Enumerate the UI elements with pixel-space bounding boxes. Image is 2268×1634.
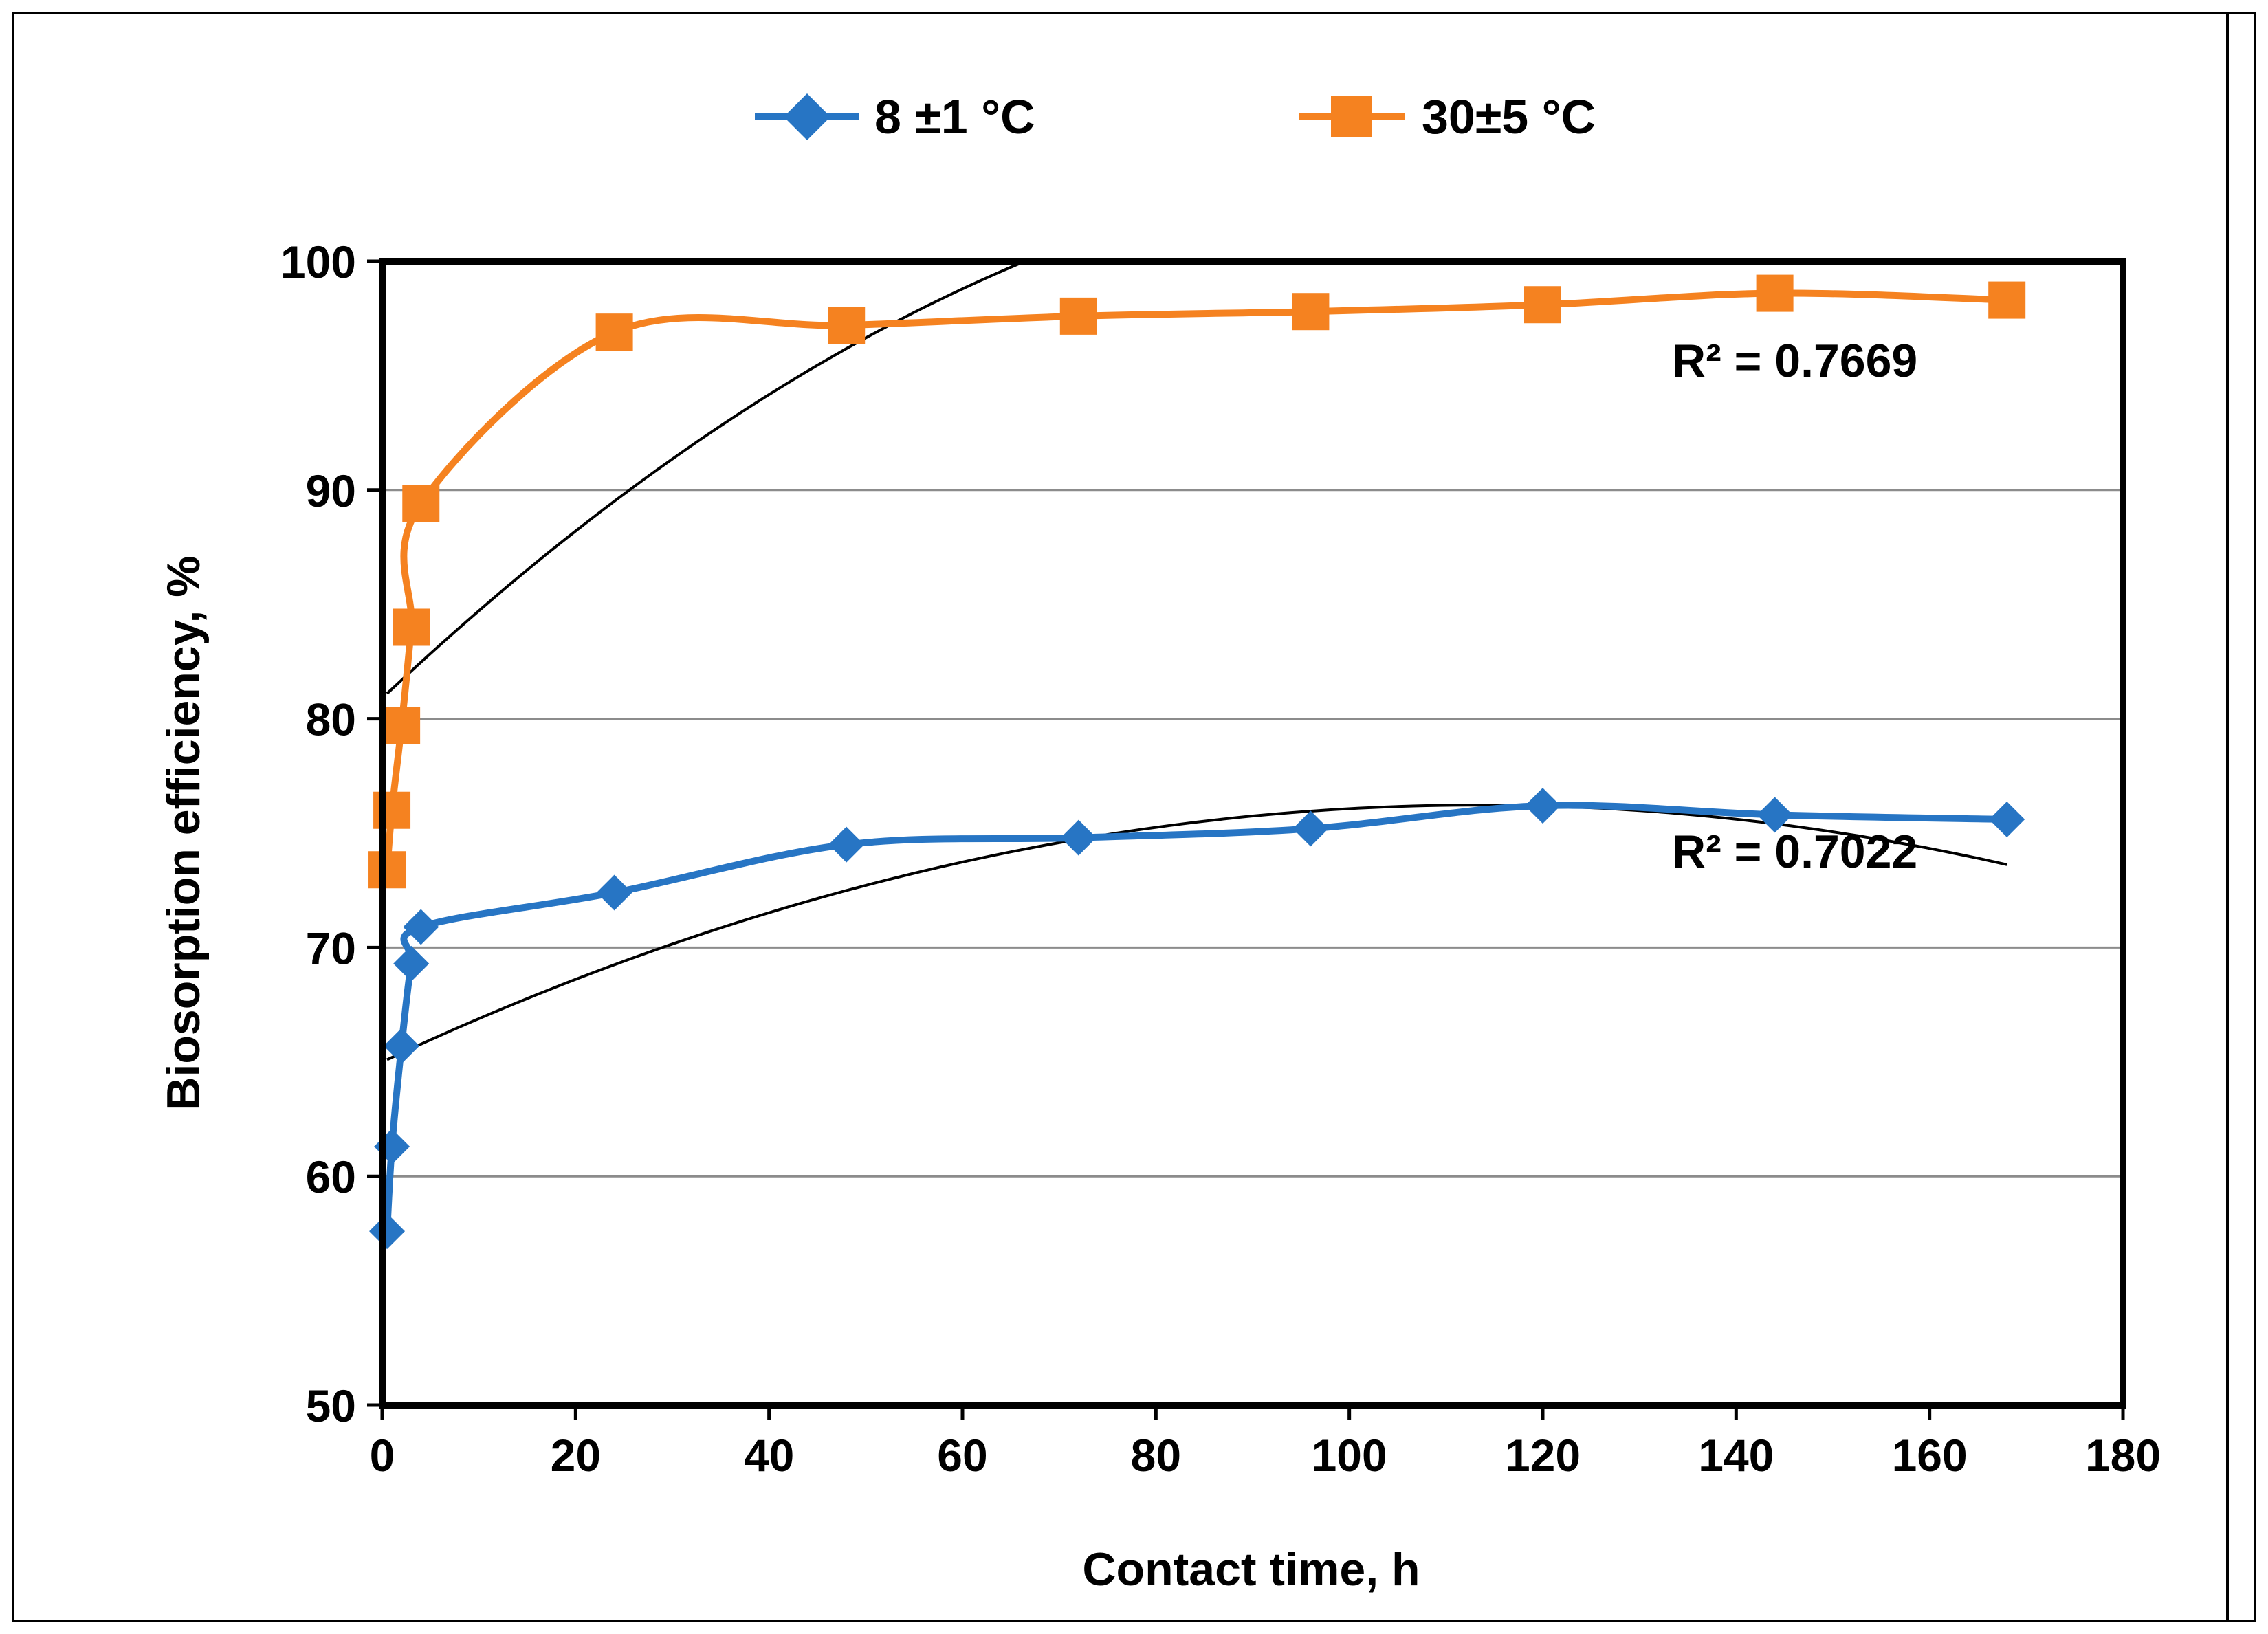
series-line-0	[384, 802, 2007, 1232]
legend: 8 ±1 °C 30±5 °C	[755, 90, 1596, 144]
y-tick-label: 50	[306, 1380, 356, 1431]
data-point-square	[393, 608, 430, 646]
data-point-diamond	[384, 1028, 420, 1064]
data-point-square	[1524, 286, 1561, 324]
x-tick-label: 40	[744, 1430, 794, 1481]
legend-marker-diamond	[784, 93, 830, 140]
data-point-diamond	[1989, 802, 2025, 838]
x-tick-label: 140	[1698, 1430, 1774, 1481]
y-tick-labels: 50 60 70 80 90 100	[280, 236, 356, 1431]
x-tick-label: 100	[1312, 1430, 1387, 1481]
data-point-diamond	[369, 1213, 406, 1250]
x-tick-label: 60	[937, 1430, 987, 1481]
data-point-square	[1756, 274, 1794, 312]
trendline-series-1	[386, 261, 1029, 695]
y-axis-title: Biosorption efficiency, %	[157, 555, 210, 1110]
r2-label-blue: R² = 0.7022	[1672, 826, 1917, 878]
gridlines	[382, 489, 2123, 1178]
legend-marker-square	[1331, 96, 1372, 137]
legend-item-orange: 30±5 °C	[1299, 90, 1596, 144]
trendline-series-0	[386, 804, 2007, 1061]
data-point-square	[402, 485, 440, 522]
x-tick-label: 0	[370, 1430, 395, 1481]
data-point-square	[368, 851, 406, 889]
y-tick-label: 100	[280, 236, 356, 287]
data-point-diamond	[1292, 810, 1329, 847]
data-point-square	[595, 313, 633, 351]
x-tick-label: 80	[1131, 1430, 1181, 1481]
x-tick-label: 180	[2085, 1430, 2161, 1481]
data-point-diamond	[403, 909, 439, 945]
data-point-square	[383, 707, 421, 744]
x-tick-labels: 0 20 40 60 80 100 120 140 160 180	[370, 1430, 2161, 1481]
y-tick-label: 90	[306, 465, 356, 516]
axis-ticks	[367, 259, 2125, 1420]
data-point-diamond	[828, 826, 865, 863]
x-tick-label: 120	[1505, 1430, 1581, 1481]
legend-label-orange: 30±5 °C	[1422, 90, 1596, 144]
data-point-square	[1059, 297, 1097, 335]
data-point-square	[828, 307, 866, 344]
r2-label-orange: R² = 0.7669	[1672, 335, 1917, 387]
x-tick-label: 20	[551, 1430, 601, 1481]
trendlines	[386, 261, 2007, 1061]
data-point-square	[1988, 281, 2026, 319]
data-point-diamond	[1757, 797, 1793, 833]
y-tick-label: 60	[306, 1151, 356, 1202]
data-point-diamond	[1525, 788, 1561, 824]
data-point-diamond	[393, 945, 430, 982]
y-tick-label: 70	[306, 923, 356, 973]
plot-area-border	[379, 258, 2126, 1409]
y-tick-label: 80	[306, 694, 356, 745]
x-axis-title: Contact time, h	[1082, 1543, 1420, 1596]
legend-item-blue: 8 ±1 °C	[755, 90, 1035, 144]
x-tick-label: 160	[1892, 1430, 1968, 1481]
data-point-diamond	[596, 874, 632, 911]
data-point-diamond	[1060, 819, 1097, 856]
legend-label-blue: 8 ±1 °C	[874, 90, 1035, 144]
data-point-square	[1292, 293, 1330, 331]
